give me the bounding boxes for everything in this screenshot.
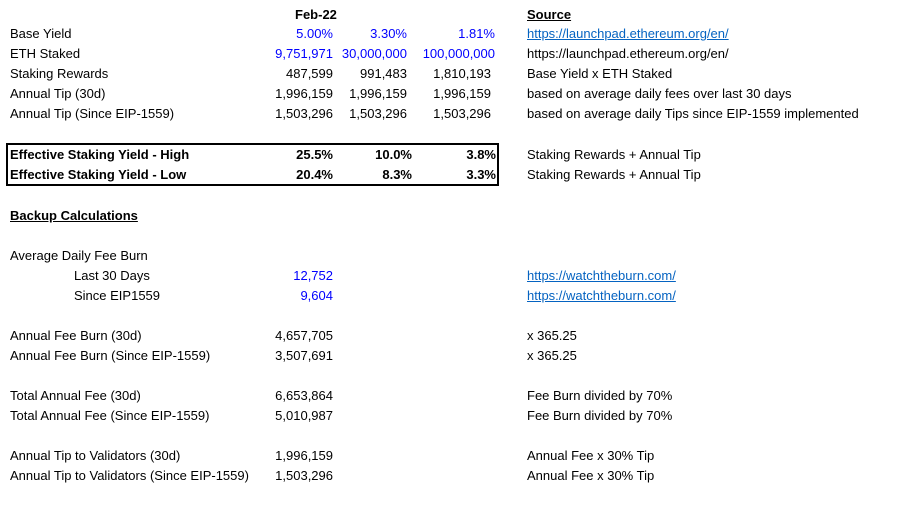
eth-staked-col1[interactable]: 9,751,971 bbox=[275, 46, 333, 61]
annual-tip-eip-col2[interactable]: 1,503,296 bbox=[349, 106, 407, 121]
total-fee-eip-label: Total Annual Fee (Since EIP-1559) bbox=[10, 408, 210, 423]
row-label-annual-tip-eip: Annual Tip (Since EIP-1559) bbox=[10, 106, 175, 121]
source-annual-tip-30d: based on average daily fees over last 30… bbox=[527, 86, 792, 101]
base-yield-col3[interactable]: 1.81% bbox=[458, 26, 495, 41]
backup-title: Backup Calculations bbox=[10, 208, 138, 223]
source-effective-low: Staking Rewards + Annual Tip bbox=[527, 167, 701, 182]
annual-tip-eip-col3[interactable]: 1,503,296 bbox=[433, 106, 491, 121]
effective-high-col2[interactable]: 10.0% bbox=[375, 147, 412, 162]
since-eip-value[interactable]: 9,604 bbox=[300, 288, 333, 303]
last-30-days-label: Last 30 Days bbox=[74, 268, 150, 283]
effective-high-col3[interactable]: 3.8% bbox=[466, 147, 496, 162]
effective-high-col1[interactable]: 25.5% bbox=[296, 147, 333, 162]
source-link-launchpad[interactable]: https://launchpad.ethereum.org/en/ bbox=[527, 26, 729, 41]
since-eip-label: Since EIP1559 bbox=[74, 288, 161, 303]
source-staking-rewards: Base Yield x ETH Staked bbox=[527, 66, 673, 81]
row-label-staking-rewards: Staking Rewards bbox=[10, 66, 109, 81]
source-tip-validators-eip: Annual Fee x 30% Tip bbox=[527, 468, 655, 483]
tip-validators-30d-label: Annual Tip to Validators (30d) bbox=[10, 448, 181, 463]
effective-yield-box bbox=[6, 143, 499, 186]
staking-rewards-col2[interactable]: 991,483 bbox=[360, 66, 407, 81]
eth-staked-col2[interactable]: 30,000,000 bbox=[341, 46, 407, 61]
source-link-watchtheburn-eip[interactable]: https://watchtheburn.com/ bbox=[527, 288, 676, 303]
source-fee-burn-eip: x 365.25 bbox=[527, 348, 577, 363]
row-label-effective-low: Effective Staking Yield - Low bbox=[10, 167, 187, 182]
total-fee-30d-label: Total Annual Fee (30d) bbox=[10, 388, 141, 403]
effective-low-col2[interactable]: 8.3% bbox=[382, 167, 412, 182]
source-header: Source bbox=[527, 7, 572, 22]
tip-validators-eip-label: Annual Tip to Validators (Since EIP-1559… bbox=[10, 468, 249, 483]
effective-low-col1[interactable]: 20.4% bbox=[296, 167, 333, 182]
staking-rewards-col1[interactable]: 487,599 bbox=[286, 66, 333, 81]
staking-rewards-col3[interactable]: 1,810,193 bbox=[433, 66, 491, 81]
period-header: Feb-22 bbox=[295, 7, 337, 22]
annual-tip-eip-col1[interactable]: 1,503,296 bbox=[275, 106, 333, 121]
source-annual-tip-eip: based on average daily Tips since EIP-15… bbox=[527, 106, 859, 121]
row-label-base-yield: Base Yield bbox=[10, 26, 72, 41]
annual-tip-30d-col1[interactable]: 1,996,159 bbox=[275, 86, 333, 101]
source-tip-validators-30d: Annual Fee x 30% Tip bbox=[527, 448, 655, 463]
tip-validators-eip-value[interactable]: 1,503,296 bbox=[275, 468, 333, 483]
source-fee-burn-30d: x 365.25 bbox=[527, 328, 577, 343]
last-30-days-value[interactable]: 12,752 bbox=[293, 268, 333, 283]
fee-burn-30d-label: Annual Fee Burn (30d) bbox=[10, 328, 142, 343]
eth-staked-col3[interactable]: 100,000,000 bbox=[422, 46, 495, 61]
fee-burn-30d-value[interactable]: 4,657,705 bbox=[275, 328, 333, 343]
source-total-fee-30d: Fee Burn divided by 70% bbox=[527, 388, 673, 403]
row-label-effective-high: Effective Staking Yield - High bbox=[10, 147, 190, 162]
row-label-eth-staked: ETH Staked bbox=[10, 46, 81, 61]
effective-low-col3[interactable]: 3.3% bbox=[466, 167, 496, 182]
total-fee-eip-value[interactable]: 5,010,987 bbox=[275, 408, 333, 423]
base-yield-col2[interactable]: 3.30% bbox=[370, 26, 407, 41]
source-total-fee-eip: Fee Burn divided by 70% bbox=[527, 408, 673, 423]
avg-daily-fee-burn-label: Average Daily Fee Burn bbox=[10, 248, 148, 263]
fee-burn-eip-label: Annual Fee Burn (Since EIP-1559) bbox=[10, 348, 211, 363]
annual-tip-30d-col3[interactable]: 1,996,159 bbox=[433, 86, 491, 101]
base-yield-col1[interactable]: 5.00% bbox=[296, 26, 333, 41]
tip-validators-30d-value[interactable]: 1,996,159 bbox=[275, 448, 333, 463]
source-text-launchpad: https://launchpad.ethereum.org/en/ bbox=[527, 46, 729, 61]
total-fee-30d-value[interactable]: 6,653,864 bbox=[275, 388, 333, 403]
source-effective-high: Staking Rewards + Annual Tip bbox=[527, 147, 701, 162]
fee-burn-eip-value[interactable]: 3,507,691 bbox=[275, 348, 333, 363]
row-label-annual-tip-30d: Annual Tip (30d) bbox=[10, 86, 106, 101]
annual-tip-30d-col2[interactable]: 1,996,159 bbox=[349, 86, 407, 101]
source-link-watchtheburn-30d[interactable]: https://watchtheburn.com/ bbox=[527, 268, 676, 283]
